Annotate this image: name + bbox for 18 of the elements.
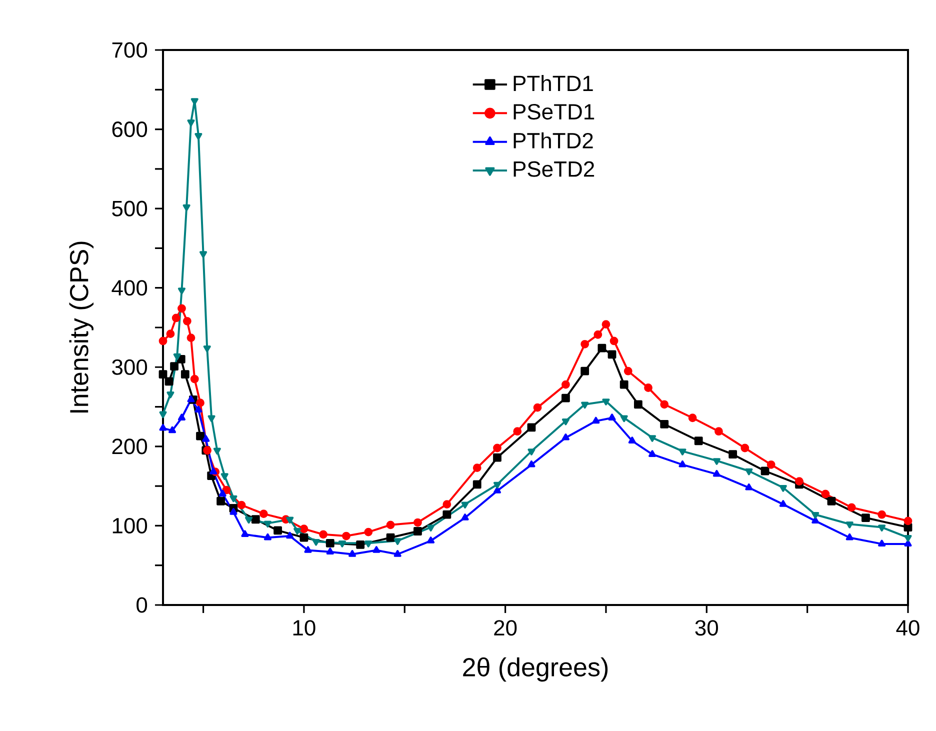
x-tick-label: 10 bbox=[293, 620, 316, 636]
y-tick-label: 500 bbox=[112, 200, 148, 216]
x-axis-title: 2θ (degrees) bbox=[463, 657, 608, 682]
y-tick-label: 700 bbox=[112, 42, 148, 58]
legend-label: PSeTD2 bbox=[514, 161, 594, 177]
y-tick-label: 300 bbox=[112, 359, 148, 375]
x-tick-label: 30 bbox=[695, 620, 718, 636]
x-tick-label: 40 bbox=[896, 620, 920, 636]
y-tick-label: 200 bbox=[112, 438, 148, 454]
legend-label: PThTD1 bbox=[514, 75, 593, 91]
legend-label: PThTD2 bbox=[514, 132, 593, 148]
y-tick-label: 100 bbox=[112, 518, 148, 534]
y-tick-label: 600 bbox=[112, 122, 148, 138]
legend-label: PSeTD1 bbox=[514, 104, 594, 120]
y-tick-label: 0 bbox=[136, 597, 148, 613]
x-tick-label: 20 bbox=[494, 620, 517, 636]
y-tick-label: 400 bbox=[112, 280, 148, 296]
y-axis-title: Intensity (CPS) bbox=[69, 242, 94, 412]
